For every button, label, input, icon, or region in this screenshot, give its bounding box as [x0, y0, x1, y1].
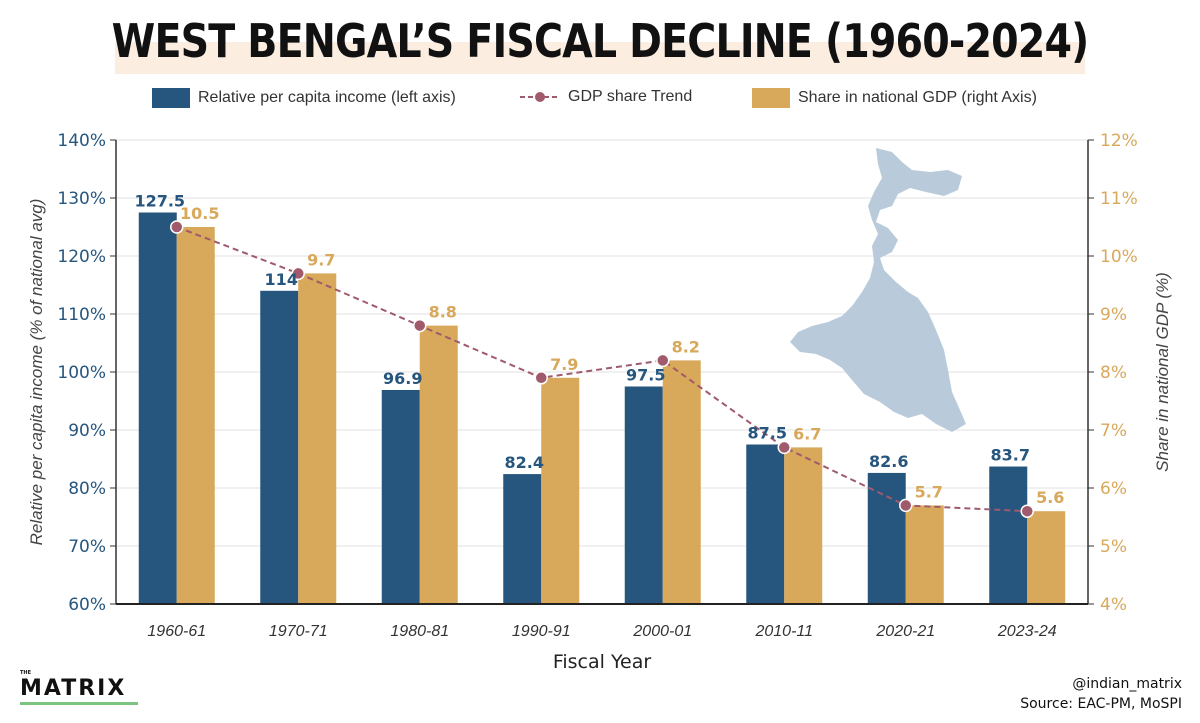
- bar-gdp-share: [784, 447, 823, 604]
- right-axis-title: Share in national GDP (%): [1153, 272, 1172, 472]
- bar-gdp-share: [1027, 511, 1066, 604]
- legend: Relative per capita income (left axis) G…: [0, 88, 1200, 114]
- bar-income: [624, 386, 663, 604]
- bar-gdp-share: [662, 360, 701, 604]
- legend-swatch-income: [152, 88, 190, 108]
- left-tick-label: 120%: [57, 247, 106, 267]
- right-tick-label: 7%: [1100, 421, 1127, 441]
- legend-label-gdp: Share in national GDP (right Axis): [798, 89, 1037, 106]
- data-label-income: 82.6: [869, 452, 908, 471]
- data-label-gdp-share: 5.7: [915, 482, 943, 501]
- right-tick-label: 11%: [1100, 189, 1138, 209]
- bar-gdp-share: [905, 505, 944, 604]
- chart-title: WEST BENGAL’S FISCAL DECLINE (1960-2024): [111, 14, 1090, 68]
- left-tick-label: 140%: [57, 131, 106, 151]
- left-axis-title: Relative per capita income (% of nationa…: [27, 199, 46, 546]
- bar-gdp-share: [298, 273, 337, 604]
- bar-income: [503, 474, 542, 604]
- trend-line: [170, 220, 1034, 518]
- trend-polyline: [176, 226, 1028, 513]
- brand-prefix: THE: [20, 670, 32, 676]
- west-bengal-map-icon: [790, 148, 966, 432]
- data-label-gdp-share: 10.5: [180, 204, 219, 223]
- left-tick-label: 80%: [68, 479, 106, 499]
- data-label-income: 127.5: [134, 192, 185, 211]
- bar-income: [381, 389, 420, 604]
- left-tick-label: 110%: [57, 305, 106, 325]
- social-handle: @indian_matrix: [1072, 676, 1182, 692]
- right-tick-label: 4%: [1100, 595, 1127, 615]
- left-tick-label: 70%: [68, 537, 106, 557]
- legend-item-trend: GDP share Trend: [520, 88, 692, 106]
- axes: 60% 4% 70% 5% 80% 6% 90% 7% 100% 8% 110% 9% 120% 10% 1…: [27, 131, 1172, 673]
- data-label-gdp-share: 7.9: [550, 355, 578, 374]
- legend-swatch-trend: [520, 92, 560, 102]
- trend-point: [899, 498, 913, 513]
- left-tick-label: 100%: [57, 363, 106, 383]
- x-axis-title: Fiscal Year: [553, 651, 652, 673]
- trend-point: [170, 220, 184, 234]
- right-tick-label: 12%: [1100, 131, 1138, 151]
- bar-income: [746, 444, 785, 604]
- data-label-gdp-share: 9.7: [307, 250, 335, 269]
- data-label-gdp-share: 5.6: [1036, 488, 1064, 507]
- right-tick-label: 10%: [1100, 247, 1138, 267]
- brand-underline: [20, 702, 138, 705]
- bar-series: [138, 212, 1066, 604]
- data-label-gdp-share: 6.7: [793, 424, 821, 443]
- data-label-income: 83.7: [991, 446, 1030, 465]
- x-tick-label: 1990-91: [512, 623, 571, 640]
- left-tick-label: 60%: [68, 595, 106, 615]
- right-tick-label: 5%: [1100, 537, 1127, 557]
- legend-label-trend: GDP share Trend: [568, 88, 693, 105]
- legend-swatch-gdp: [752, 88, 790, 108]
- trend-point: [291, 266, 305, 281]
- data-labels: 127.510.5 114 9.7 96.9 8.8 82.4 7.9 97.5 8.2 87.5…: [134, 192, 1064, 508]
- left-tick-label: 130%: [57, 189, 106, 209]
- legend-item-gdp: Share in national GDP (right Axis): [752, 88, 1037, 108]
- x-tick-label: 1970-71: [269, 623, 328, 640]
- right-tick-label: 9%: [1100, 305, 1127, 325]
- title-highlight: [115, 42, 1085, 74]
- x-tick-label: 1960-61: [147, 623, 206, 640]
- bar-gdp-share: [541, 377, 580, 604]
- trend-point: [777, 440, 791, 455]
- x-tick-label: 2000-01: [632, 623, 692, 640]
- trend-point: [656, 353, 670, 368]
- bar-gdp-share: [176, 227, 215, 604]
- bar-income: [867, 472, 906, 604]
- brand-logo: THE MATRIX: [20, 670, 138, 705]
- bar-income: [138, 212, 177, 604]
- left-tick-label: 90%: [68, 421, 106, 441]
- x-tick-label: 2023-24: [997, 623, 1057, 640]
- source-note: Source: EAC-PM, MoSPI: [1020, 696, 1182, 712]
- x-tick-label: 1980-81: [390, 623, 449, 640]
- data-label-income: 82.4: [505, 453, 544, 472]
- data-label-gdp-share: 8.8: [429, 303, 457, 322]
- footer-credits: @indian_matrix Source: EAC-PM, MoSPI: [1020, 674, 1182, 714]
- trend-point: [534, 371, 548, 385]
- bar-income: [260, 290, 299, 604]
- trend-point: [413, 318, 427, 333]
- x-tick-label: 2010-11: [754, 623, 813, 640]
- right-tick-label: 6%: [1100, 479, 1127, 499]
- legend-item-income: Relative per capita income (left axis): [152, 88, 456, 108]
- trend-point: [1020, 504, 1034, 518]
- legend-label-income: Relative per capita income (left axis): [198, 89, 456, 106]
- right-tick-label: 8%: [1100, 363, 1127, 383]
- data-label-income: 87.5: [748, 424, 787, 443]
- data-label-income: 96.9: [383, 369, 422, 388]
- data-label-gdp-share: 8.2: [672, 337, 700, 356]
- data-label-income: 114: [265, 270, 298, 289]
- bar-gdp-share: [419, 325, 458, 604]
- x-tick-label: 2020-21: [875, 623, 935, 640]
- brand-name: MATRIX: [20, 676, 127, 701]
- bar-income: [989, 466, 1028, 604]
- data-label-income: 97.5: [626, 366, 665, 385]
